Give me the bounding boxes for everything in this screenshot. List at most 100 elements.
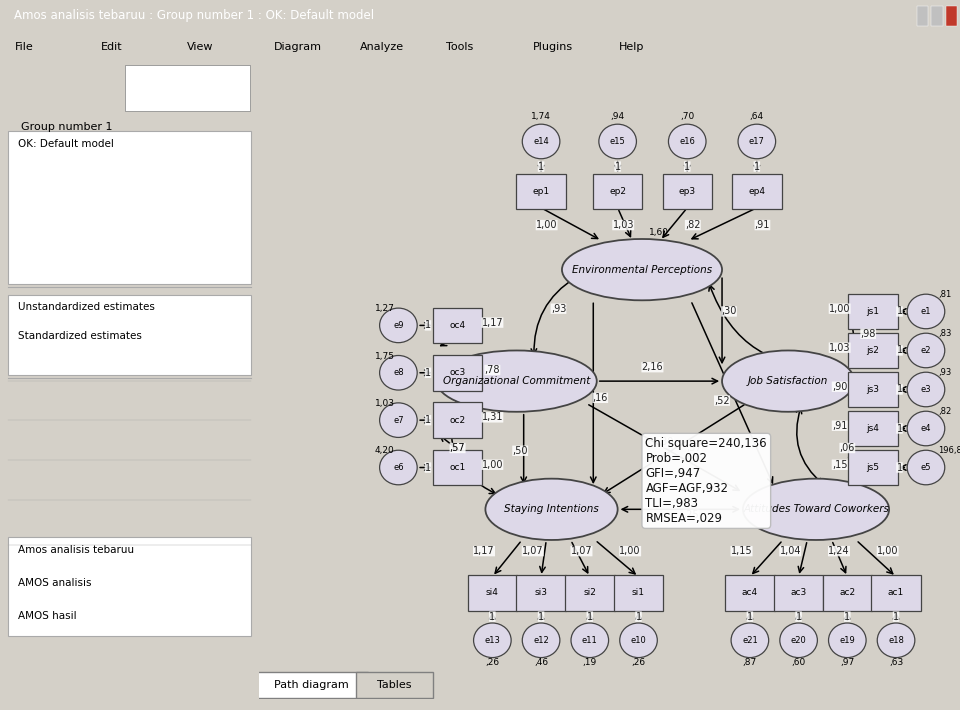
Text: ,93: ,93 [939, 368, 951, 377]
Text: e10: e10 [631, 635, 646, 645]
Text: 1,03: 1,03 [828, 343, 851, 353]
Text: si4: si4 [486, 589, 499, 597]
FancyBboxPatch shape [433, 449, 482, 486]
Ellipse shape [379, 308, 418, 343]
Text: 1,00: 1,00 [482, 460, 503, 470]
FancyBboxPatch shape [849, 333, 898, 368]
Text: js2: js2 [867, 346, 879, 355]
Text: e17: e17 [749, 137, 765, 146]
Text: 1: 1 [684, 162, 690, 172]
Text: ,19: ,19 [583, 658, 597, 667]
Text: ,26: ,26 [486, 658, 499, 667]
Text: 2,16: 2,16 [641, 362, 663, 372]
Text: Attitudes Toward Coworkers: Attitudes Toward Coworkers [743, 504, 889, 514]
Ellipse shape [907, 372, 945, 407]
Text: Tools: Tools [446, 42, 473, 53]
FancyBboxPatch shape [8, 295, 252, 375]
FancyBboxPatch shape [255, 672, 368, 698]
Text: ,97: ,97 [840, 658, 854, 667]
Text: 196,8: 196,8 [939, 447, 960, 455]
Text: 1: 1 [747, 611, 753, 622]
Text: 1,75: 1,75 [374, 351, 395, 361]
Text: e5: e5 [921, 463, 931, 472]
Text: ,57: ,57 [449, 443, 466, 453]
Text: OK: Default model: OK: Default model [18, 139, 114, 149]
Text: 1: 1 [587, 611, 593, 622]
Text: ,30: ,30 [721, 307, 736, 317]
Text: ,63: ,63 [889, 658, 903, 667]
Text: ,60: ,60 [791, 658, 805, 667]
Text: ,46: ,46 [534, 658, 548, 667]
Text: 1,00: 1,00 [828, 304, 851, 314]
Text: Diagram: Diagram [274, 42, 322, 53]
Text: ep1: ep1 [533, 187, 550, 196]
Text: AMOS analisis: AMOS analisis [18, 578, 91, 588]
Text: ep2: ep2 [610, 187, 626, 196]
Text: e7: e7 [393, 415, 404, 425]
FancyBboxPatch shape [774, 575, 824, 611]
Text: oc2: oc2 [449, 415, 466, 425]
FancyBboxPatch shape [8, 537, 252, 636]
FancyBboxPatch shape [468, 575, 517, 611]
Text: Edit: Edit [101, 42, 123, 53]
Ellipse shape [379, 403, 418, 437]
Text: 1: 1 [897, 462, 902, 473]
Text: ,06: ,06 [840, 443, 855, 453]
Text: ac2: ac2 [839, 589, 855, 597]
Text: ,87: ,87 [743, 658, 757, 667]
Text: e20: e20 [791, 635, 806, 645]
FancyBboxPatch shape [823, 575, 872, 611]
FancyBboxPatch shape [356, 672, 433, 698]
Text: 1: 1 [425, 415, 431, 425]
Ellipse shape [668, 124, 706, 159]
Text: 1: 1 [636, 611, 641, 622]
Text: oc3: oc3 [449, 368, 466, 377]
Text: ,16: ,16 [592, 393, 608, 403]
Text: ,26: ,26 [632, 658, 645, 667]
FancyBboxPatch shape [725, 575, 775, 611]
FancyBboxPatch shape [849, 294, 898, 329]
Text: 1: 1 [490, 611, 495, 622]
Text: 1: 1 [754, 162, 760, 172]
Text: 4,20: 4,20 [374, 447, 395, 455]
Ellipse shape [522, 623, 560, 657]
Text: 1: 1 [897, 385, 902, 395]
Ellipse shape [486, 479, 617, 540]
Text: ,83: ,83 [939, 329, 952, 338]
Ellipse shape [907, 411, 945, 446]
Text: ,50: ,50 [513, 446, 528, 456]
Text: e6: e6 [393, 463, 404, 472]
FancyBboxPatch shape [732, 174, 781, 209]
Text: 1,03: 1,03 [612, 220, 634, 230]
Text: ,90: ,90 [832, 382, 848, 392]
Text: ,94: ,94 [611, 112, 625, 121]
FancyBboxPatch shape [516, 575, 565, 611]
Ellipse shape [828, 623, 866, 657]
Text: ,82: ,82 [685, 220, 701, 230]
Ellipse shape [522, 124, 560, 159]
Text: ,70: ,70 [680, 112, 694, 121]
Text: File: File [14, 42, 34, 53]
Text: 1: 1 [844, 611, 851, 622]
Ellipse shape [907, 450, 945, 485]
FancyBboxPatch shape [849, 410, 898, 447]
Text: ac3: ac3 [790, 589, 806, 597]
Ellipse shape [907, 333, 945, 368]
FancyBboxPatch shape [565, 575, 614, 611]
Text: js4: js4 [867, 424, 879, 433]
Text: Help: Help [619, 42, 644, 53]
Text: js5: js5 [867, 463, 879, 472]
Ellipse shape [907, 294, 945, 329]
Text: si1: si1 [632, 589, 645, 597]
Ellipse shape [877, 623, 915, 657]
Text: oc1: oc1 [449, 463, 466, 472]
Text: 1: 1 [538, 162, 544, 172]
FancyBboxPatch shape [593, 174, 642, 209]
Text: ,52: ,52 [714, 395, 730, 405]
Text: 1,07: 1,07 [522, 546, 543, 556]
Text: 1,03: 1,03 [374, 399, 395, 408]
Text: ,91: ,91 [755, 220, 770, 230]
Text: ,98: ,98 [860, 329, 876, 339]
Text: e3: e3 [921, 385, 931, 394]
Text: ep3: ep3 [679, 187, 696, 196]
